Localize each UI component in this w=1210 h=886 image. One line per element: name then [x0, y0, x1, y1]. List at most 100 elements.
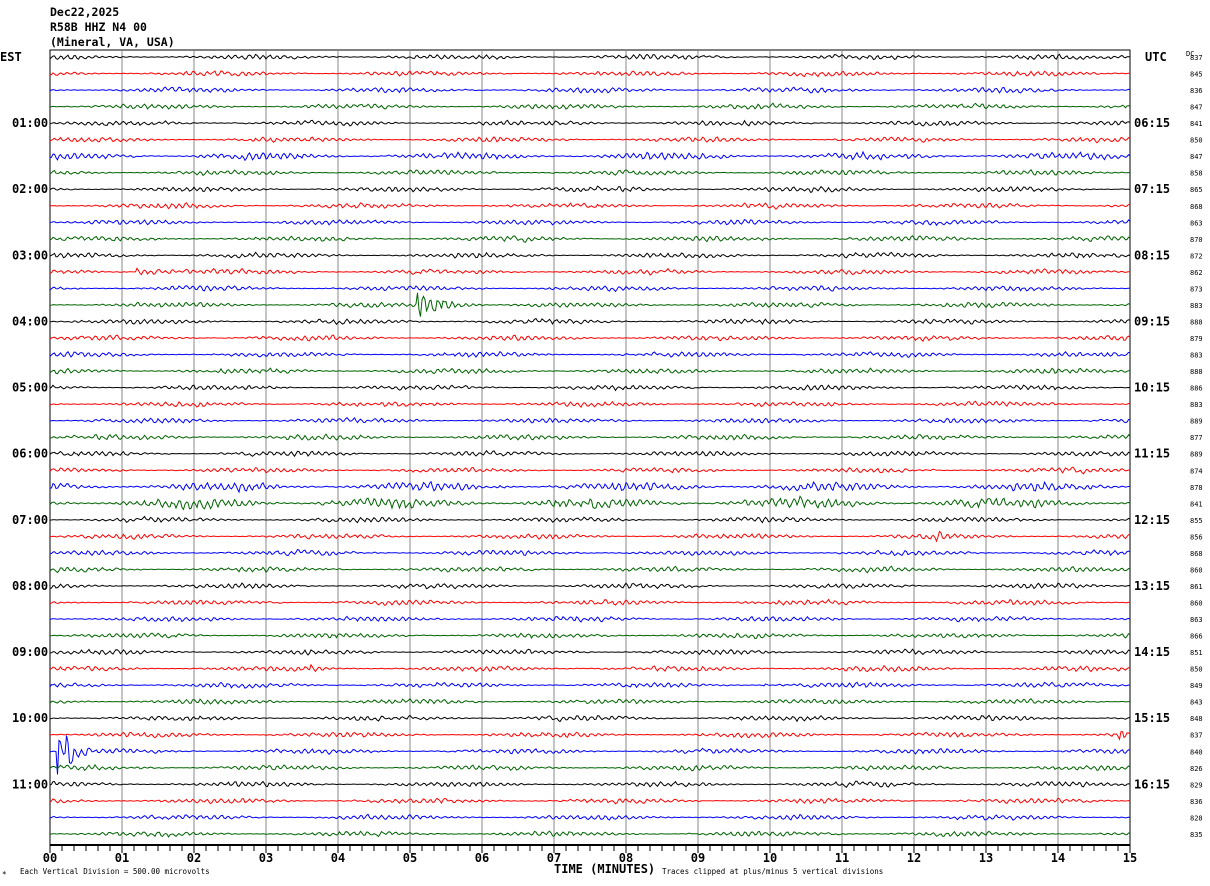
- seismic-trace: [49, 449, 1131, 458]
- utc-hour-label: 13:15: [1134, 579, 1170, 593]
- est-hour-label: 03:00: [12, 248, 48, 262]
- utc-hour-label: 12:15: [1134, 513, 1170, 527]
- dc-offset-label: 835: [1190, 831, 1203, 839]
- utc-hour-label: 11:15: [1134, 447, 1170, 461]
- dc-offset-label: 826: [1190, 765, 1203, 773]
- dc-offset-label: 843: [1190, 699, 1203, 707]
- dc-offset-label: 874: [1190, 467, 1203, 475]
- utc-hour-label: 14:15: [1134, 645, 1170, 659]
- dc-offset-label: 868: [1190, 203, 1203, 211]
- x-tick-label: 01: [115, 851, 129, 865]
- x-tick-label: 15: [1123, 851, 1137, 865]
- dc-offset-label: 845: [1190, 71, 1203, 79]
- dc-offset-label: 837: [1190, 732, 1203, 740]
- dc-offset-label: 888: [1190, 318, 1203, 326]
- dc-offset-label: 860: [1190, 566, 1203, 574]
- seismic-trace: [49, 292, 1131, 317]
- seismic-trace: [49, 681, 1131, 689]
- est-hour-label: 04:00: [12, 314, 48, 328]
- left-timezone: EST: [0, 50, 22, 64]
- est-hour-label: 09:00: [12, 645, 48, 659]
- seismic-trace: [50, 735, 1131, 775]
- seismic-trace: [49, 466, 1131, 475]
- seismic-trace: [49, 70, 1130, 78]
- dc-offset-label: 847: [1190, 153, 1203, 161]
- seismic-trace: [49, 136, 1131, 144]
- seismic-trace: [49, 763, 1131, 772]
- x-tick-label: 14: [1051, 851, 1065, 865]
- seismic-trace: [49, 334, 1131, 343]
- seismic-trace: [49, 350, 1131, 358]
- seismic-trace: [49, 565, 1131, 574]
- est-hour-label: 11:00: [12, 777, 48, 791]
- dc-offset-label: 855: [1190, 517, 1203, 525]
- dc-offset-label: 836: [1190, 798, 1203, 806]
- utc-hour-label: 15:15: [1134, 711, 1170, 725]
- seismic-trace: [49, 53, 1130, 61]
- est-hour-label: 05:00: [12, 381, 48, 395]
- dc-offset-label: 856: [1190, 533, 1203, 541]
- seismic-trace: [49, 714, 1131, 723]
- plot-frame: [49, 49, 1131, 846]
- seismic-trace: [49, 530, 1131, 543]
- location-label: (Mineral, VA, USA): [50, 35, 175, 49]
- right-timezone: UTC: [1145, 50, 1167, 64]
- dc-offset-label: 865: [1190, 186, 1203, 194]
- dc-offset-label: 878: [1190, 484, 1203, 492]
- seismic-trace: [49, 648, 1131, 656]
- dc-offset-label: 889: [1190, 451, 1203, 459]
- seismic-trace: [49, 384, 1131, 392]
- seismic-trace: [49, 632, 1131, 640]
- seismic-trace: [49, 697, 1130, 705]
- dc-offset-label: 860: [1190, 599, 1203, 607]
- utc-hour-label: 08:15: [1134, 248, 1170, 262]
- seismic-trace: [49, 731, 1131, 741]
- dc-offset-label: 861: [1190, 583, 1203, 591]
- dc-offset-label: 877: [1190, 434, 1203, 442]
- dc-offset-label: 879: [1190, 335, 1203, 343]
- dc-offset-label: 883: [1190, 302, 1203, 310]
- dc-offset-label: 883: [1190, 352, 1203, 360]
- x-tick-label: 13: [979, 851, 993, 865]
- station-label: R58B HHZ N4 00: [50, 20, 147, 34]
- dc-offset-label: 888: [1190, 368, 1203, 376]
- dc-offset-label: 886: [1190, 385, 1203, 393]
- seismic-trace: [49, 150, 1131, 162]
- seismic-trace: [49, 615, 1131, 623]
- seismic-trace: [49, 780, 1131, 789]
- seismic-trace: [49, 169, 1130, 177]
- seismic-trace: [49, 251, 1131, 259]
- dc-offset-label: 841: [1190, 120, 1203, 128]
- utc-hour-label: 07:15: [1134, 182, 1170, 196]
- seismic-trace: [49, 185, 1131, 193]
- est-hour-label: 01:00: [12, 116, 48, 130]
- dc-offset-label: 863: [1190, 616, 1203, 624]
- dc-offset-label: 849: [1190, 682, 1203, 690]
- seismic-trace: [49, 367, 1130, 375]
- seismic-trace: [49, 234, 1131, 243]
- seismic-trace: [49, 515, 1131, 524]
- seismic-trace: [49, 86, 1131, 94]
- x-axis-title: TIME (MINUTES): [554, 862, 655, 876]
- seismic-trace: [49, 433, 1131, 441]
- scale-note: Each Vertical Division = 500.00 microvol…: [20, 867, 210, 876]
- x-tick-label: 05: [403, 851, 417, 865]
- seismic-trace: [49, 480, 1130, 494]
- dc-offset-label: 872: [1190, 252, 1203, 260]
- dc-offset-label: 889: [1190, 418, 1203, 426]
- seismic-trace: [49, 797, 1131, 805]
- dc-header: DC: [1186, 50, 1194, 58]
- x-tick-label: 04: [331, 851, 345, 865]
- x-tick-label: 10: [763, 851, 777, 865]
- seismic-trace: [49, 218, 1131, 227]
- seismic-trace: [49, 285, 1131, 293]
- x-tick-label: 12: [907, 851, 921, 865]
- dc-offset-label: 841: [1190, 500, 1203, 508]
- seismic-trace: [50, 830, 1131, 838]
- seismic-trace: [49, 598, 1130, 606]
- dc-offset-label: 873: [1190, 285, 1203, 293]
- seismic-trace: [49, 119, 1131, 127]
- dc-offset-label: 837: [1190, 54, 1203, 62]
- seismic-trace: [50, 317, 1131, 326]
